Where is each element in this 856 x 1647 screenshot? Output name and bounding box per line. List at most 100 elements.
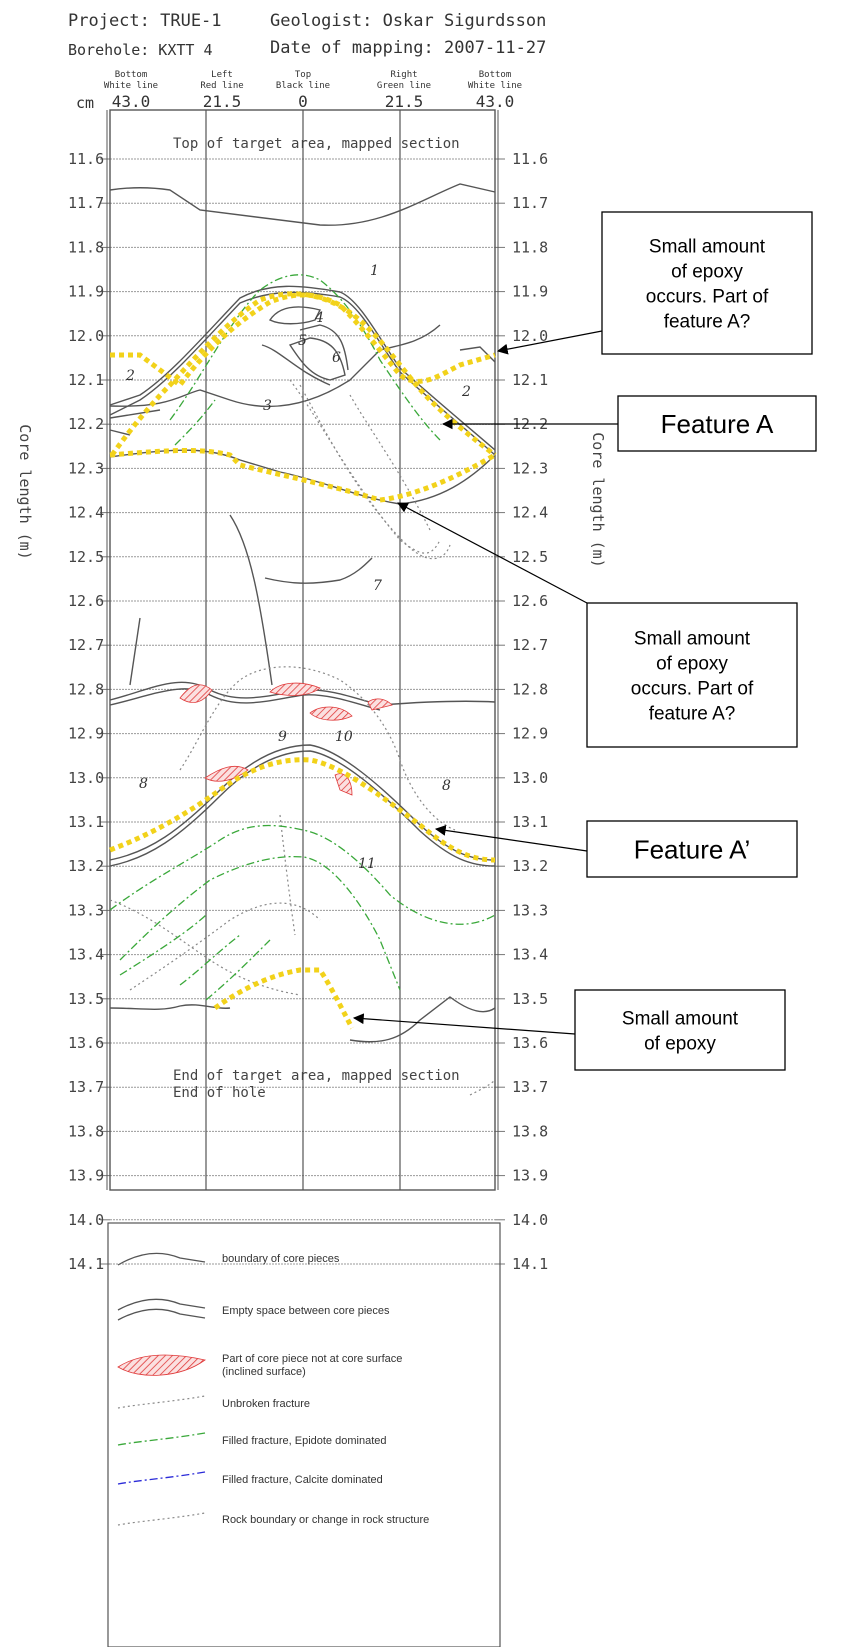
depth-label-left: 12.7 <box>68 636 104 654</box>
core-piece-number: 7 <box>373 578 382 594</box>
core-piece-number: 2 <box>125 368 135 384</box>
depth-label-right: 12.9 <box>512 725 548 743</box>
core-piece-number: 4 <box>314 310 324 326</box>
depth-label-right: 12.1 <box>512 371 548 389</box>
callout-text: feature A? <box>649 703 736 724</box>
callout-box <box>601 211 813 355</box>
depth-label-right: 11.9 <box>512 283 548 301</box>
depth-label-left: 13.9 <box>68 1167 104 1185</box>
depth-label-right: 12.6 <box>512 592 548 610</box>
depth-label-right: 12.7 <box>512 636 548 654</box>
depth-label-right: 13.6 <box>512 1034 548 1052</box>
depth-label-right: 12.8 <box>512 680 548 698</box>
column-header-position: Right <box>390 70 417 80</box>
core-piece-number: 1 <box>370 263 379 279</box>
depth-label-right: 12.5 <box>512 548 548 566</box>
depth-label-left: 13.3 <box>68 901 104 919</box>
core-piece-number: 10 <box>335 729 353 745</box>
depth-label-left: 12.8 <box>68 680 104 698</box>
depth-label-right: 11.8 <box>512 238 548 256</box>
depth-label-right: 13.0 <box>512 769 548 787</box>
project-label: Project: TRUE-1 <box>68 11 222 31</box>
depth-label-right: 13.1 <box>512 813 548 831</box>
column-header-position: Bottom <box>115 70 148 80</box>
column-header-line: White line <box>468 81 522 91</box>
core-piece-number: 2 <box>461 384 471 400</box>
depth-label-left: 13.7 <box>68 1078 104 1096</box>
depth-label-left: 13.0 <box>68 769 104 787</box>
depth-label-left: 13.4 <box>68 946 104 964</box>
depth-label-right: 12.4 <box>512 504 548 522</box>
date-label: Date of mapping: 2007-11-27 <box>270 38 546 58</box>
column-header-value: 21.5 <box>203 92 242 111</box>
column-header-line: White line <box>104 81 158 91</box>
column-header-value: 0 <box>298 92 308 111</box>
callout-text: Small amount <box>634 628 751 649</box>
core-piece-number: 8 <box>139 776 148 792</box>
depth-label-left: 13.1 <box>68 813 104 831</box>
callout-text: Small amount <box>622 1008 739 1029</box>
callout-box <box>574 989 786 1071</box>
column-header-value: 43.0 <box>112 92 151 111</box>
legend-item-calcite: Filled fracture, Calcite dominated <box>222 1474 383 1486</box>
column-header-position: Left <box>211 70 233 80</box>
legend-item-inclined: Part of core piece not at core surface <box>222 1353 402 1365</box>
geologist-label: Geologist: Oskar Sigurdsson <box>270 11 546 31</box>
depth-label-left: 14.1 <box>68 1255 104 1273</box>
callout-text: of epoxy <box>671 261 743 282</box>
core-piece-number: 5 <box>298 333 307 349</box>
depth-label-right: 11.6 <box>512 150 548 168</box>
depth-label-right: 13.3 <box>512 901 548 919</box>
legend-item-epidote: Filled fracture, Epidote dominated <box>222 1435 386 1447</box>
depth-label-right: 12.0 <box>512 327 548 345</box>
depth-label-left: 14.0 <box>68 1211 104 1229</box>
depth-label-right: 13.5 <box>512 990 548 1008</box>
legend-box <box>107 1222 501 1647</box>
top-of-target-note: Top of target area, mapped section <box>173 136 460 152</box>
depth-label-left: 12.0 <box>68 327 104 345</box>
depth-label-right: 14.0 <box>512 1211 548 1229</box>
legend-item-empty-space: Empty space between core pieces <box>222 1305 390 1317</box>
callout-text: occurs. Part of <box>631 678 754 699</box>
callout-text: of epoxy <box>656 653 728 674</box>
column-header-line: Green line <box>377 81 431 91</box>
depth-label-right: 13.9 <box>512 1167 548 1185</box>
axis-label-left: Core length (m) <box>16 424 34 559</box>
depth-label-right: 11.7 <box>512 194 548 212</box>
inclined-surfaces <box>179 682 393 796</box>
callout-box <box>586 602 798 748</box>
depth-label-left: 13.5 <box>68 990 104 1008</box>
callout-text: Feature A’ <box>634 834 751 864</box>
depth-label-left: 13.6 <box>68 1034 104 1052</box>
depth-label-right: 13.8 <box>512 1122 548 1140</box>
column-header-value: 43.0 <box>476 92 515 111</box>
core-piece-number: 8 <box>442 778 451 794</box>
legend-item-boundary: boundary of core pieces <box>222 1253 340 1265</box>
callout-text: occurs. Part of <box>646 286 769 307</box>
end-of-target-note: End of target area, mapped section <box>173 1068 460 1084</box>
depth-label-right: 13.2 <box>512 857 548 875</box>
callout-text: Feature A <box>661 409 774 439</box>
callout-text: of epoxy <box>644 1033 716 1054</box>
callout-box <box>586 820 798 878</box>
depth-label-left: 11.6 <box>68 150 104 168</box>
axis-label-right: Core length (m) <box>589 432 607 567</box>
depth-label-left: 12.2 <box>68 415 104 433</box>
legend-item-unbroken: Unbroken fracture <box>222 1398 310 1410</box>
core-piece-number: 11 <box>358 856 376 872</box>
legend-item-rock-boundary: Rock boundary or change in rock structur… <box>222 1514 429 1526</box>
column-header-line: Black line <box>276 81 330 91</box>
depth-label-right: 14.1 <box>512 1255 548 1273</box>
callout-box <box>617 395 817 452</box>
epoxy-traces <box>109 291 497 1030</box>
column-header-position: Bottom <box>479 70 512 80</box>
core-piece-number: 6 <box>332 350 341 366</box>
depth-label-left: 11.9 <box>68 283 104 301</box>
depth-label-left: 12.3 <box>68 459 104 477</box>
callout-arrows <box>352 330 618 1035</box>
depth-label-left: 13.2 <box>68 857 104 875</box>
depth-label-right: 12.3 <box>512 459 548 477</box>
core-piece-number: 9 <box>278 729 287 745</box>
depth-label-left: 12.1 <box>68 371 104 389</box>
